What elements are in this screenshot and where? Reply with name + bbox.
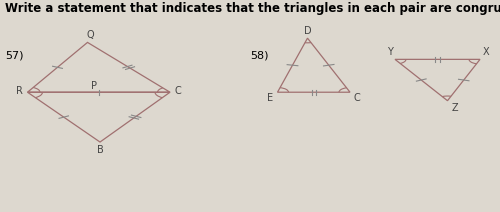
Text: D: D [304, 26, 312, 36]
Text: 57): 57) [5, 51, 24, 61]
Text: E: E [268, 93, 274, 103]
Text: B: B [96, 145, 103, 155]
Text: Y: Y [386, 47, 392, 57]
Text: Write a statement that indicates that the triangles in each pair are congruent.: Write a statement that indicates that th… [5, 2, 500, 15]
Text: C: C [174, 86, 181, 96]
Text: C: C [354, 93, 361, 103]
Text: Q: Q [86, 30, 94, 40]
Text: P: P [92, 81, 98, 91]
Text: 58): 58) [250, 51, 268, 61]
Text: X: X [482, 47, 489, 57]
Text: Z: Z [452, 103, 458, 113]
Text: R: R [16, 86, 22, 96]
